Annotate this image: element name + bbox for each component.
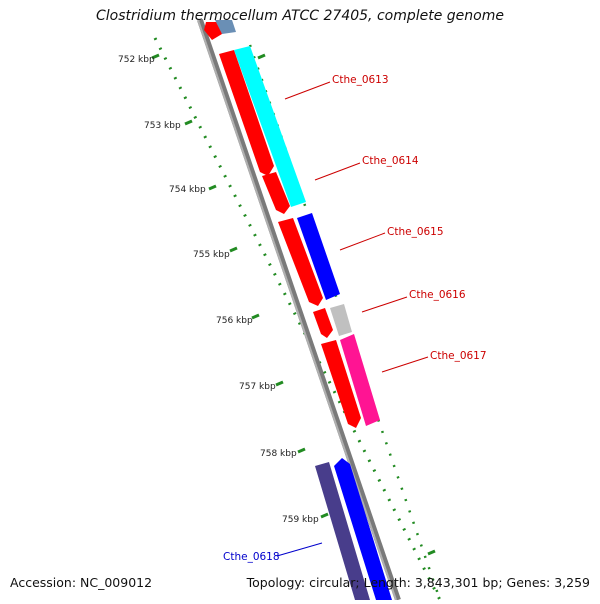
ruler-tick bbox=[257, 53, 266, 60]
ruler-tick bbox=[275, 380, 284, 387]
map-title: Clostridium thermocellum ATCC 27405, com… bbox=[96, 8, 504, 24]
label-connector bbox=[314, 162, 361, 181]
cds-feature bbox=[321, 340, 361, 428]
label-connector bbox=[284, 81, 331, 100]
ruler-tick bbox=[229, 246, 238, 253]
gene-labels: Cthe_0613 Cthe_0614 Cthe_0615 Cthe_0616 … bbox=[223, 74, 487, 563]
gene-label[interactable]: Cthe_0616 bbox=[409, 289, 466, 301]
label-connectors bbox=[276, 81, 429, 557]
backbone-highlight bbox=[197, 19, 397, 601]
ruler-label: 757 kbp bbox=[239, 382, 276, 392]
ruler-tick bbox=[427, 549, 436, 556]
reverse-strand-features bbox=[204, 22, 361, 428]
label-connector bbox=[339, 232, 386, 251]
ruler-label: 756 kbp bbox=[216, 316, 253, 326]
cds-feature bbox=[262, 172, 290, 214]
ruler-label: 755 kbp bbox=[193, 250, 230, 260]
cds-feature bbox=[278, 218, 323, 306]
ruler-tick bbox=[208, 184, 217, 191]
label-connector bbox=[276, 542, 323, 557]
gene-label[interactable]: Cthe_0614 bbox=[362, 155, 419, 167]
cds-feature bbox=[313, 308, 333, 338]
ruler-label: 752 kbp bbox=[118, 55, 155, 65]
gene-label[interactable]: Cthe_0617 bbox=[430, 350, 487, 362]
rna-feature bbox=[315, 462, 370, 600]
label-connector bbox=[381, 356, 429, 373]
cds-feature bbox=[204, 22, 222, 40]
ruler-label: 753 kbp bbox=[144, 121, 181, 131]
genome-summary-text: Topology: circular; Length: 3,843,301 bp… bbox=[246, 575, 590, 590]
backbone bbox=[197, 19, 401, 601]
forward-strand-features bbox=[215, 20, 392, 600]
rna-feature bbox=[334, 458, 392, 600]
ruler-tick bbox=[320, 512, 329, 519]
accession-text: Accession: NC_009012 bbox=[10, 575, 153, 590]
ruler bbox=[151, 37, 442, 601]
rna-feature bbox=[330, 304, 352, 336]
ruler-tick bbox=[297, 447, 306, 454]
backbone-line bbox=[197, 19, 401, 601]
gene-label[interactable]: Cthe_0615 bbox=[387, 226, 444, 238]
ruler-label: 759 kbp bbox=[282, 515, 319, 525]
rna-feature bbox=[234, 46, 306, 207]
ruler-labels: 752 kbp 753 kbp 754 kbp 755 kbp 756 kbp … bbox=[118, 55, 319, 525]
ruler-tick bbox=[184, 119, 193, 126]
label-connector bbox=[361, 296, 408, 313]
rna-feature bbox=[215, 20, 236, 34]
ruler-label: 754 kbp bbox=[169, 185, 206, 195]
rna-feature bbox=[297, 213, 340, 300]
ruler-tick bbox=[251, 313, 260, 320]
ruler-label: 758 kbp bbox=[260, 449, 297, 459]
gene-label[interactable]: Cthe_0618 bbox=[223, 551, 280, 563]
cds-feature bbox=[219, 50, 274, 176]
gene-label[interactable]: Cthe_0613 bbox=[332, 74, 389, 86]
ruler-tick bbox=[151, 53, 160, 60]
rna-feature bbox=[340, 334, 380, 426]
